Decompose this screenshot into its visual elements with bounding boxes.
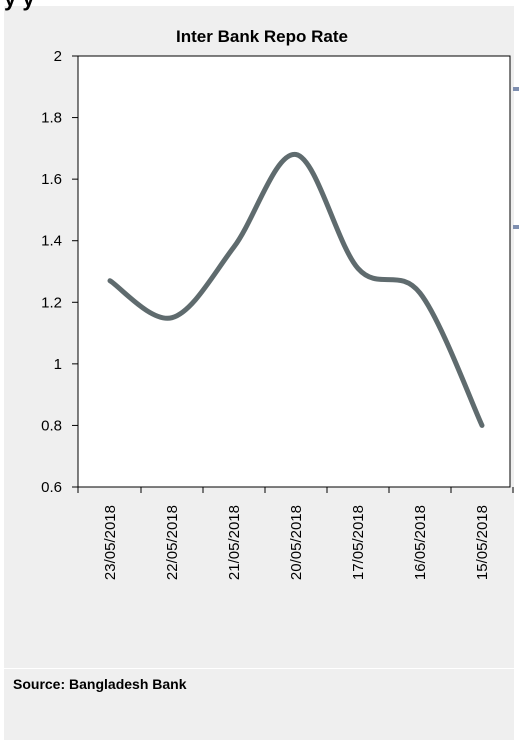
y-tick-label: 2 [54,48,62,65]
x-tick-label: 16/05/2018 [412,505,429,580]
y-tick-label: 1.8 [41,110,62,127]
y-tick-label: 1.4 [41,233,62,250]
x-tick-label: 20/05/2018 [288,505,305,580]
cut-off-heading: y y [4,0,35,12]
x-tick-label: 21/05/2018 [226,505,243,580]
series-layer [107,152,485,428]
x-tick-label: 23/05/2018 [102,505,119,580]
y-axis: 0.6 0.8 1 1.2 1.4 1.6 1.8 2 [41,48,78,496]
source-note: Source: Bangladesh Bank [13,676,187,692]
series-line [107,152,485,428]
x-tick-label: 15/05/2018 [474,505,491,580]
plot-area [77,55,511,488]
y-tick-label: 1.2 [41,294,62,311]
x-axis: 23/05/2018 22/05/2018 21/05/2018 20/05/2018… [77,487,514,580]
divider-line [4,668,514,669]
edge-marker-top [513,87,519,91]
y-tick-label: 0.6 [41,479,62,496]
x-tick-label: 22/05/2018 [164,505,181,580]
y-tick-label: 0.8 [41,417,62,434]
x-tick-label: 17/05/2018 [350,505,367,580]
chart-title: Inter Bank Repo Rate [176,27,348,46]
y-tick-label: 1 [54,356,62,373]
edge-marker-bottom [513,225,519,229]
y-tick-label: 1.6 [41,171,62,188]
